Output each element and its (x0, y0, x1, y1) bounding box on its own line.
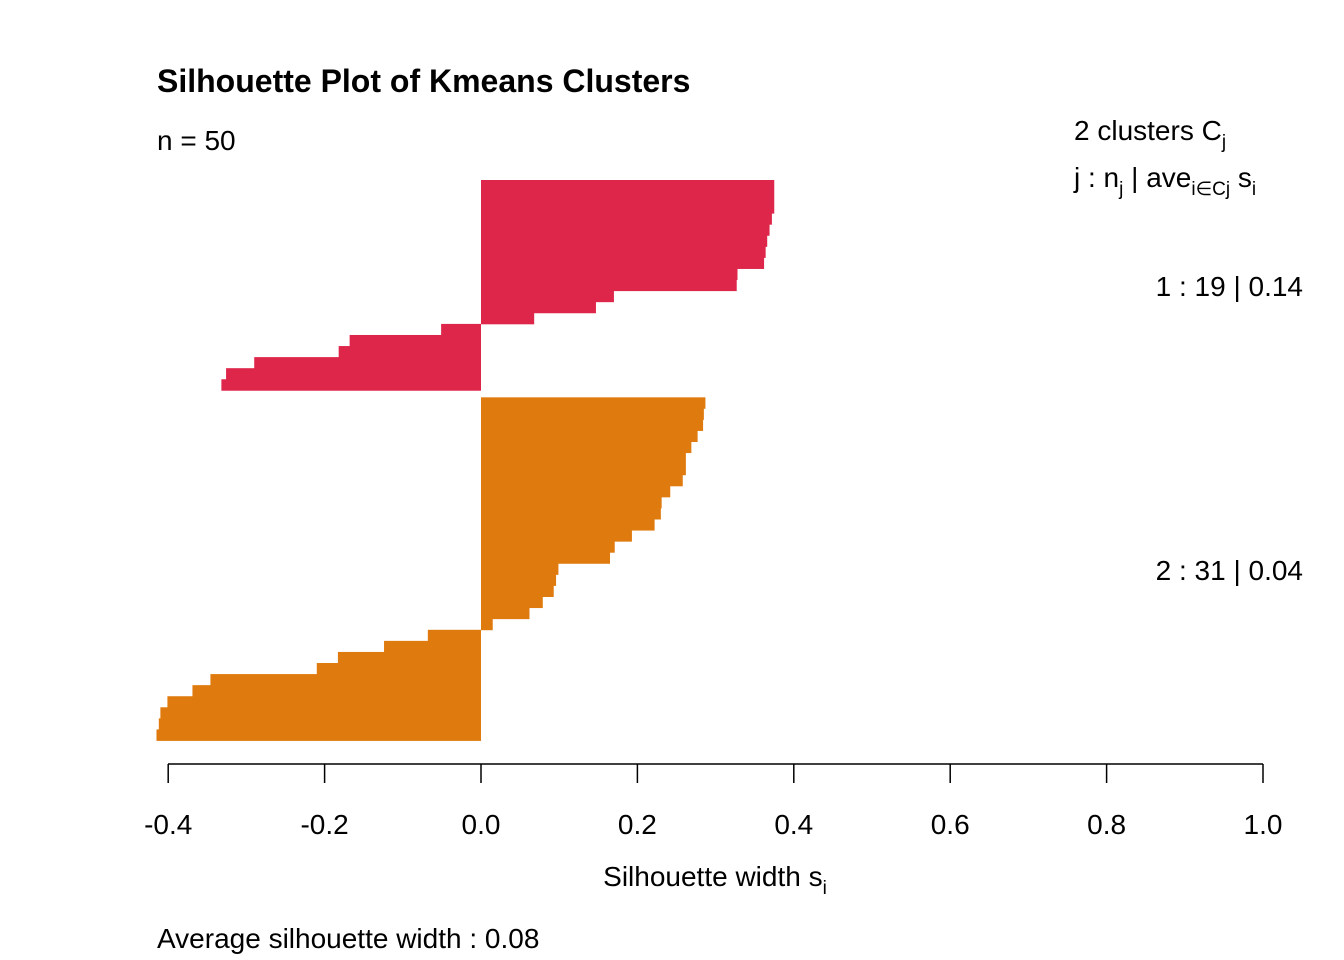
silhouette-bar-cluster2 (481, 408, 704, 420)
silhouette-bar-cluster1 (481, 246, 766, 258)
silhouette-bar-cluster1 (349, 334, 481, 347)
silhouette-bar-cluster1 (481, 268, 738, 281)
x-tick-label: 0.6 (931, 809, 970, 840)
cluster-labels: 1 : 19 | 0.14 2 : 31 | 0.04 (1156, 271, 1303, 586)
silhouette-bar-cluster2 (481, 530, 632, 542)
silhouette-bar-cluster1 (481, 191, 775, 203)
silhouette-bar-cluster1 (481, 257, 765, 269)
silhouette-bar-cluster2 (481, 596, 543, 609)
silhouette-bar-cluster2 (481, 519, 655, 531)
silhouette-bar-cluster2 (481, 441, 692, 454)
silhouette-bar-cluster2 (481, 452, 686, 465)
chart-title: Silhouette Plot of Kmeans Clusters (157, 63, 690, 99)
x-tick-label: 1.0 (1244, 809, 1283, 840)
silhouette-bar-cluster2 (481, 541, 615, 553)
silhouette-bar-cluster1 (481, 224, 770, 236)
silhouette-bar-cluster1 (481, 301, 596, 314)
legend-header-line2: j : nj | avei∈Cj si (1073, 162, 1256, 200)
silhouette-bar-cluster1 (254, 357, 481, 369)
silhouette-bar-cluster2 (156, 729, 481, 741)
silhouette-bar-cluster1 (226, 368, 481, 380)
silhouette-bar-cluster1 (481, 213, 772, 225)
silhouette-bar-cluster2 (481, 474, 683, 487)
x-axis-label: Silhouette width si (603, 861, 827, 899)
silhouette-bar-cluster2 (210, 674, 482, 686)
silhouette-bar-cluster1 (481, 290, 614, 303)
x-tick-label: -0.4 (144, 809, 192, 840)
silhouette-bar-cluster1 (221, 379, 481, 391)
x-axis-ticks: -0.4 -0.2 0.0 0.2 0.4 0.6 0.8 1.0 (144, 764, 1282, 840)
silhouette-bar-cluster1 (481, 235, 768, 247)
silhouette-bar-cluster2 (481, 563, 559, 575)
silhouette-bar-cluster2 (481, 607, 530, 620)
silhouette-bar-cluster2 (316, 663, 481, 675)
silhouette-bar-cluster2 (481, 397, 706, 409)
silhouette-bar-cluster2 (481, 430, 698, 443)
silhouette-bar-cluster2 (158, 718, 482, 730)
x-tick-label: -0.2 (300, 809, 348, 840)
x-tick-label: 0.2 (618, 809, 657, 840)
average-silhouette-width: Average silhouette width : 0.08 (157, 923, 539, 954)
silhouette-bar-cluster2 (192, 685, 481, 697)
silhouette-bar-cluster2 (481, 552, 611, 564)
silhouette-bar-cluster1 (481, 312, 535, 325)
chart-subtitle: n = 50 (157, 125, 236, 156)
silhouette-bar-cluster1 (441, 323, 481, 336)
silhouette-bar-cluster2 (481, 485, 671, 498)
silhouette-bar-cluster1 (338, 346, 481, 358)
silhouette-bar-cluster2 (481, 574, 557, 586)
silhouette-bar-cluster1 (481, 180, 775, 192)
silhouette-bar-cluster2 (481, 419, 704, 431)
cluster-label-2: 2 : 31 | 0.04 (1156, 555, 1303, 586)
x-tick-label: 0.4 (774, 809, 813, 840)
silhouette-bar-cluster2 (481, 508, 661, 520)
silhouette-bar-cluster2 (481, 496, 662, 509)
silhouette-bar-cluster2 (167, 696, 481, 708)
silhouette-bar-cluster2 (427, 629, 481, 642)
silhouette-bar-cluster2 (481, 463, 686, 476)
cluster-label-1: 1 : 19 | 0.14 (1156, 271, 1303, 302)
silhouette-bar-cluster2 (481, 618, 493, 631)
silhouette-bar-cluster2 (384, 640, 481, 653)
silhouette-bar-cluster2 (337, 651, 481, 664)
bars-group (156, 180, 775, 741)
silhouette-bar-cluster2 (481, 585, 554, 597)
x-tick-label: 0.0 (462, 809, 501, 840)
silhouette-bar-cluster2 (160, 707, 481, 719)
x-tick-label: 0.8 (1087, 809, 1126, 840)
legend-header-line1: 2 clusters Cj (1074, 115, 1226, 153)
silhouette-bar-cluster1 (481, 279, 737, 292)
silhouette-bar-cluster1 (481, 202, 775, 214)
